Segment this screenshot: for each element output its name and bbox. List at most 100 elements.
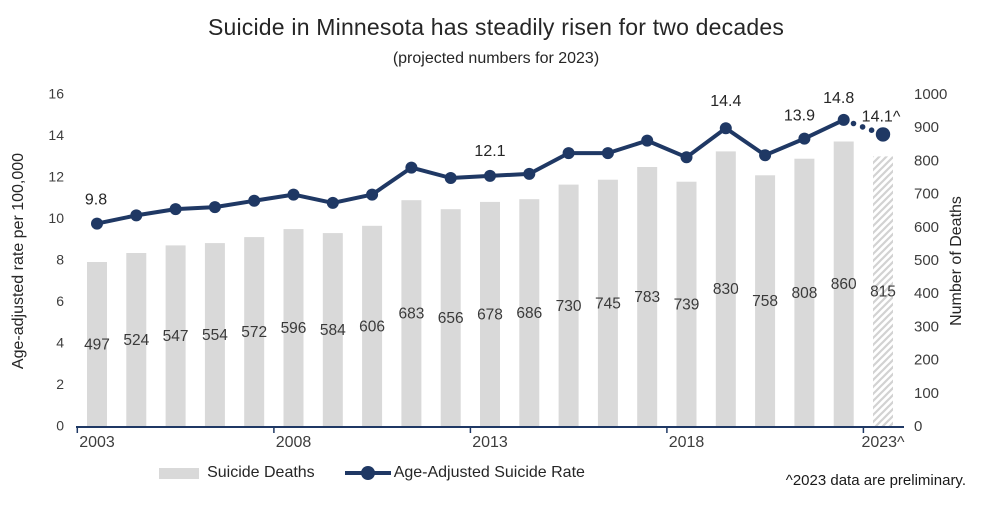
left-axis-title: Age-adjusted rate per 100,000 [10, 152, 27, 370]
bar-2006 [204, 243, 225, 427]
rate-marker-2014 [523, 167, 536, 180]
svg-text:500: 500 [914, 252, 939, 269]
rate-marker-2006 [208, 201, 221, 214]
bar-2013 [480, 201, 500, 427]
bar-2014 [519, 199, 540, 427]
bar-2017 [637, 167, 658, 427]
rate-point-labels: 9.8 12.1 14.4 13.9 14.8 14.1^ [85, 90, 901, 209]
chart-title: Suicide in Minnesota has steadily risen … [207, 14, 785, 40]
svg-text:860: 860 [831, 276, 857, 293]
svg-text:2008: 2008 [276, 434, 312, 451]
svg-text:2003: 2003 [79, 434, 115, 451]
rate-marker-2020 [759, 149, 772, 162]
svg-text:10: 10 [48, 210, 64, 226]
svg-text:683: 683 [398, 306, 424, 323]
svg-text:4: 4 [56, 335, 64, 351]
projection-dot [859, 124, 866, 130]
svg-text:730: 730 [556, 298, 582, 315]
bar-2022 [833, 141, 854, 427]
bar-2003 [87, 262, 107, 427]
x-axis: 2003 2008 2013 2018 2023^ [76, 426, 905, 451]
bar-2007 [244, 237, 265, 427]
projection-dot [850, 120, 857, 127]
svg-text:783: 783 [634, 289, 660, 306]
projection-dot [868, 127, 875, 133]
line-swatch-icon [344, 466, 391, 480]
chart-subtitle: (projected numbers for 2023) [392, 50, 600, 67]
bar-2019 [715, 151, 736, 427]
bar-swatch-icon [159, 467, 200, 479]
svg-text:800: 800 [914, 152, 939, 169]
bar-value-labels: 497 524 547 554 572 596 584 606 683 656 678 686 730 7… [84, 276, 896, 353]
bar-2021 [794, 158, 815, 427]
svg-text:0: 0 [56, 418, 64, 434]
svg-text:2013: 2013 [472, 434, 508, 451]
svg-text:6: 6 [56, 293, 64, 309]
bar-2009 [322, 233, 343, 427]
bar-2023 [873, 156, 893, 427]
bar-2004 [126, 253, 147, 427]
rate-marker-2018 [680, 151, 693, 164]
bar-2011 [401, 200, 422, 427]
svg-text:497: 497 [84, 337, 110, 354]
svg-text:2023^: 2023^ [861, 434, 905, 451]
svg-text:524: 524 [123, 332, 149, 349]
svg-text:678: 678 [477, 307, 503, 324]
svg-text:745: 745 [595, 295, 621, 312]
svg-text:600: 600 [914, 219, 939, 236]
svg-text:656: 656 [438, 310, 464, 327]
svg-text:547: 547 [163, 328, 189, 345]
bar-2018 [676, 181, 697, 427]
svg-text:14.8: 14.8 [823, 90, 854, 107]
svg-text:14: 14 [48, 127, 64, 143]
rate-marker-2007 [248, 194, 261, 207]
right-axis-ticks: 0 100 200 300 400 500 600 700 800 900 1000 [914, 86, 947, 435]
rate-marker-2017 [641, 134, 654, 147]
rate-line-series [91, 113, 891, 230]
rate-marker-2022 [837, 113, 850, 126]
bar-2010 [362, 225, 383, 427]
rate-marker-2009 [326, 196, 339, 209]
bar-2016 [597, 179, 618, 427]
svg-text:808: 808 [791, 285, 817, 302]
svg-text:16: 16 [48, 86, 64, 102]
legend-label-deaths: Suicide Deaths [207, 464, 315, 481]
svg-text:12: 12 [48, 169, 64, 185]
legend: Suicide Deaths Age-Adjusted Suicide Rate [0, 464, 744, 482]
svg-text:400: 400 [914, 285, 939, 302]
bar-2015 [558, 184, 579, 427]
svg-text:2: 2 [56, 376, 64, 392]
svg-text:606: 606 [359, 318, 385, 335]
bars-series [87, 141, 893, 427]
rate-marker-2005 [169, 203, 182, 216]
svg-text:300: 300 [914, 318, 939, 335]
legend-label-rate: Age-Adjusted Suicide Rate [393, 464, 585, 481]
rate-marker-2016 [601, 147, 614, 160]
legend-item-deaths: Suicide Deaths [159, 464, 315, 482]
svg-text:739: 739 [674, 296, 700, 313]
svg-text:200: 200 [914, 352, 939, 369]
bar-2005 [165, 245, 186, 427]
svg-text:8: 8 [56, 252, 64, 268]
svg-text:9.8: 9.8 [85, 192, 107, 209]
svg-text:12.1: 12.1 [474, 143, 505, 160]
svg-text:13.9: 13.9 [784, 108, 815, 125]
bar-2008 [283, 229, 304, 427]
svg-text:14.4: 14.4 [710, 93, 741, 110]
svg-text:572: 572 [241, 324, 267, 341]
svg-text:686: 686 [516, 305, 542, 322]
rate-marker-2015 [562, 147, 575, 160]
rate-marker-2010 [366, 188, 379, 201]
footnote: ^2023 data are preliminary. [785, 472, 966, 489]
svg-text:2018: 2018 [669, 434, 705, 451]
left-axis-ticks: 0 2 4 6 8 10 12 14 16 [48, 86, 64, 434]
svg-text:100: 100 [914, 385, 939, 402]
right-axis-title: Number of Deaths [948, 196, 965, 326]
legend-item-rate: Age-Adjusted Suicide Rate [344, 464, 585, 482]
svg-text:554: 554 [202, 327, 228, 344]
svg-text:815: 815 [870, 284, 896, 301]
svg-text:1000: 1000 [914, 86, 947, 103]
svg-text:830: 830 [713, 281, 739, 298]
svg-text:0: 0 [914, 418, 922, 435]
